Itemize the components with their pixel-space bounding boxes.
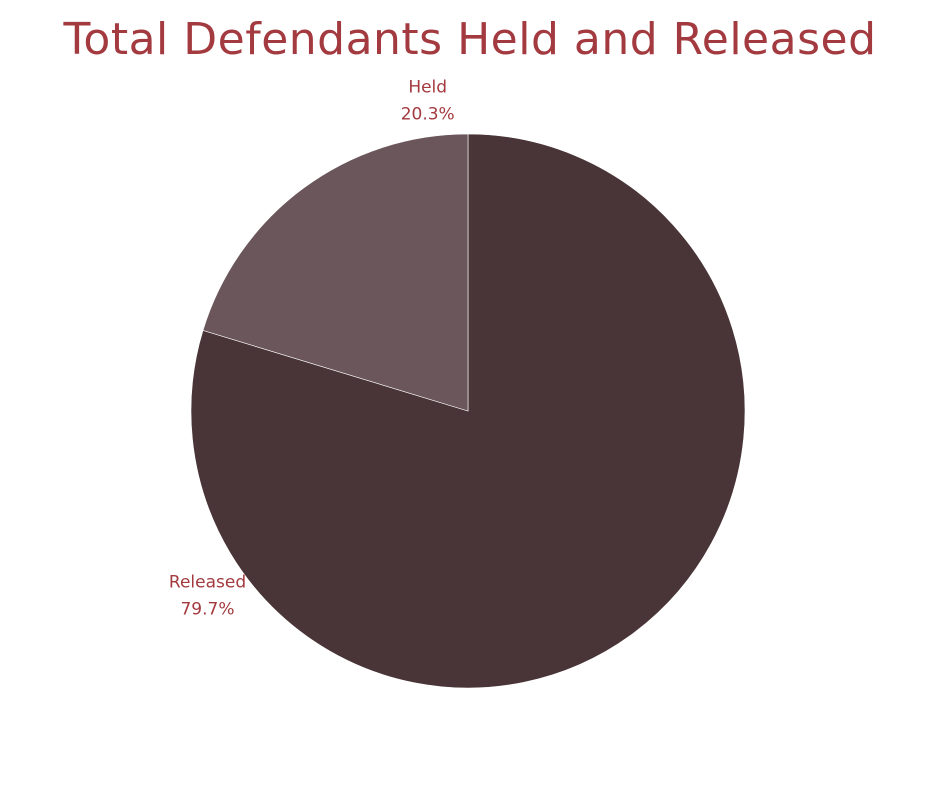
chart-title: Total Defendants Held and Released	[63, 14, 877, 65]
slice-percent-held: 20.3%	[401, 105, 455, 125]
pie-labels: Released 79.7% Held 20.3%	[169, 78, 455, 620]
slice-percent-released: 79.7%	[180, 600, 234, 620]
pie-slice-released	[190, 133, 746, 689]
slice-label-released: Released	[169, 573, 246, 593]
pie-slices	[190, 133, 746, 689]
slice-label-held: Held	[408, 78, 447, 98]
pie-slice-held	[202, 133, 469, 412]
